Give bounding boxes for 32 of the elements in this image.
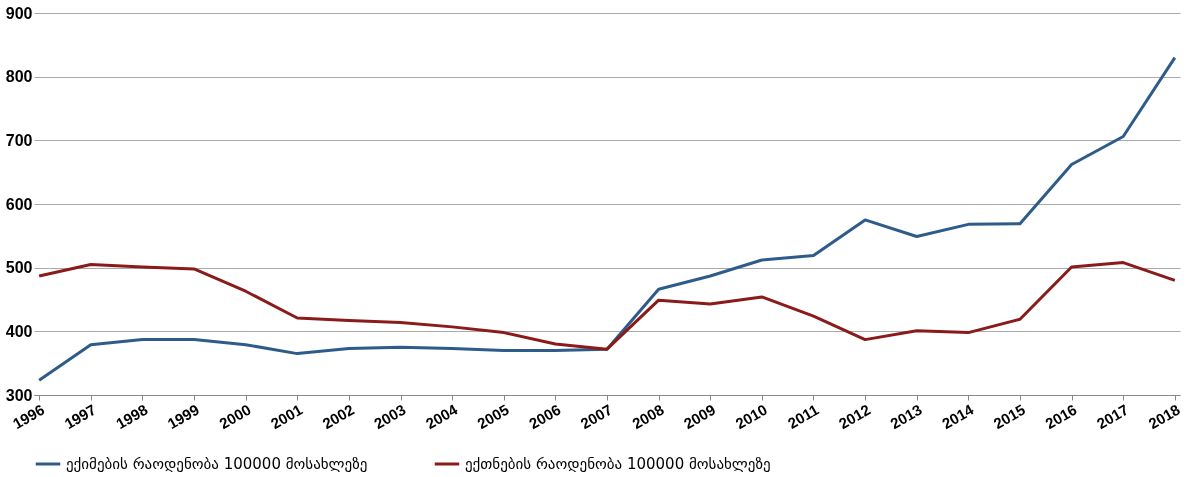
x-tick-label: 2000: [216, 400, 254, 433]
x-tick-label: 2012: [835, 400, 874, 433]
y-tick-label: 900: [5, 4, 33, 22]
x-tick-label: 2015: [990, 400, 1028, 433]
x-tick-label: 1998: [113, 400, 151, 433]
x-tick-label: 2002: [319, 400, 357, 433]
x-tick-label: 2013: [887, 400, 925, 433]
x-tick-label: 2007: [577, 400, 615, 433]
y-tick-label: 600: [5, 195, 33, 213]
x-tick-label: 2011: [784, 400, 822, 432]
x-tick-label: 2001: [267, 400, 306, 433]
line-series: [37, 261, 1177, 351]
x-tick-label: 2004: [422, 400, 461, 433]
x-tick-label: 2017: [1093, 400, 1132, 433]
legend-label: ექიმების რაოდენობა 100000 მოსახლეზე: [66, 455, 368, 473]
x-tick-label: 1997: [61, 400, 99, 433]
y-tick-label: 400: [5, 322, 33, 340]
legend-label: ექთნების რაოდენობა 100000 მოსახლეზე: [465, 455, 771, 473]
x-tick-label: 2018: [1145, 400, 1183, 433]
x-tick-label: 2005: [474, 400, 512, 433]
x-tick-label: 2010: [732, 400, 770, 433]
x-tick-label: 2016: [1042, 400, 1080, 433]
x-tick-label: 2006: [525, 400, 564, 433]
x-tick-label: 2003: [371, 400, 409, 433]
x-tick-label: 1999: [164, 400, 203, 433]
x-tick-label: 2014: [938, 400, 977, 433]
y-tick-label: 800: [5, 68, 33, 86]
line-series: [37, 56, 1177, 382]
x-tick-label: 2009: [680, 400, 719, 433]
x-tick-label: 2008: [629, 400, 667, 433]
y-tick-label: 500: [5, 259, 33, 277]
y-tick-label: 700: [5, 131, 33, 149]
